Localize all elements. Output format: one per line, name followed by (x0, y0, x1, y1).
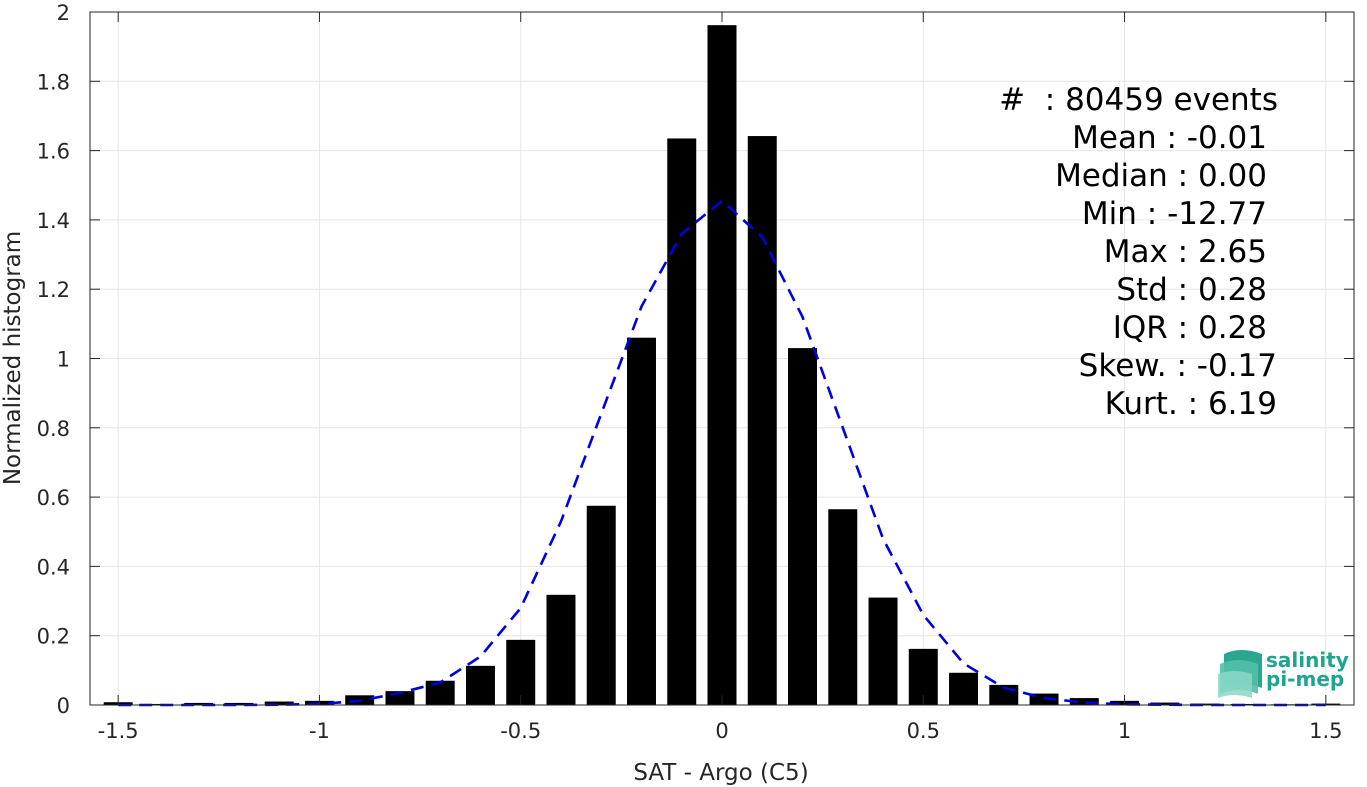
x-tick-label: 1.5 (1309, 719, 1342, 743)
histogram-bar (707, 25, 737, 706)
histogram-bar (425, 680, 455, 705)
stat-skew: Skew. : -0.17 (1079, 348, 1277, 384)
stat-min: Min : -12.77 (1082, 196, 1267, 232)
histogram-bar (143, 703, 173, 705)
stat-events: # : 80459 events (999, 82, 1278, 118)
x-tick-label: 0.5 (907, 719, 940, 743)
histogram-bar (788, 348, 818, 705)
histogram-bar (184, 702, 214, 705)
y-axis-title: Normalized histogram (0, 231, 26, 485)
histogram-bar (224, 702, 254, 705)
histogram-bar (465, 665, 495, 705)
x-tick-label: 1 (1118, 719, 1131, 743)
salinity-pi-mep-logo: salinity pi-mep (1218, 648, 1349, 698)
histogram-bar (546, 594, 576, 705)
x-tick-label: 0 (715, 719, 728, 743)
histogram-bar (1230, 703, 1260, 705)
statistics-box: # : 80459 events Mean : -0.01 Median : 0… (999, 82, 1278, 422)
y-tick-label: 0.4 (37, 555, 70, 579)
y-tick-label: 1.8 (37, 70, 70, 94)
histogram-bars (103, 25, 1341, 706)
y-tick-label: 0.2 (37, 625, 70, 649)
y-tick-label: 0.8 (37, 417, 70, 441)
histogram-bar (586, 505, 616, 705)
salinity-wave-icon (1218, 650, 1262, 698)
histogram-bar (747, 136, 777, 705)
logo-text-pi-mep: pi-mep (1266, 667, 1344, 691)
histogram-bar (506, 639, 536, 705)
histogram-bar (828, 509, 858, 705)
histogram-bar (949, 672, 979, 705)
axis-ticks (90, 11, 1354, 706)
stat-max: Max : 2.65 (1104, 234, 1267, 270)
histogram-bar (1190, 703, 1220, 705)
logo-text-salinity: salinity (1266, 648, 1349, 672)
y-tick-label: 2 (57, 1, 70, 25)
y-tick-label: 1.2 (37, 278, 70, 302)
y-tick-label: 1.6 (37, 140, 70, 164)
histogram-bar (1069, 698, 1099, 705)
y-tick-label: 1.4 (37, 209, 70, 233)
histogram-bar (626, 337, 656, 705)
x-tick-label: -1.5 (98, 719, 139, 743)
stat-std: Std : 0.28 (1116, 272, 1267, 308)
y-tick-labels: 0 0.2 0.4 0.6 0.8 1 1.2 1.4 1.6 1.8 2 (37, 1, 70, 718)
y-tick-label: 0.6 (37, 486, 70, 510)
stat-kurt: Kurt. : 6.19 (1105, 386, 1277, 422)
histogram-bar (667, 138, 697, 705)
x-tick-labels: -1.5 -1 -0.5 0 0.5 1 1.5 (98, 719, 1343, 743)
y-tick-label: 1 (57, 348, 70, 372)
histogram-bar (264, 701, 294, 705)
histogram-bar (1150, 702, 1180, 705)
y-tick-label: 0 (57, 694, 70, 718)
histogram-bar (868, 597, 898, 705)
stat-mean: Mean : -0.01 (1072, 120, 1267, 156)
x-axis-title: SAT - Argo (C5) (633, 760, 808, 786)
stat-median: Median : 0.00 (1055, 158, 1267, 194)
stat-iqr: IQR : 0.28 (1113, 310, 1267, 346)
x-tick-label: -1 (309, 719, 330, 743)
x-tick-label: -0.5 (500, 719, 541, 743)
